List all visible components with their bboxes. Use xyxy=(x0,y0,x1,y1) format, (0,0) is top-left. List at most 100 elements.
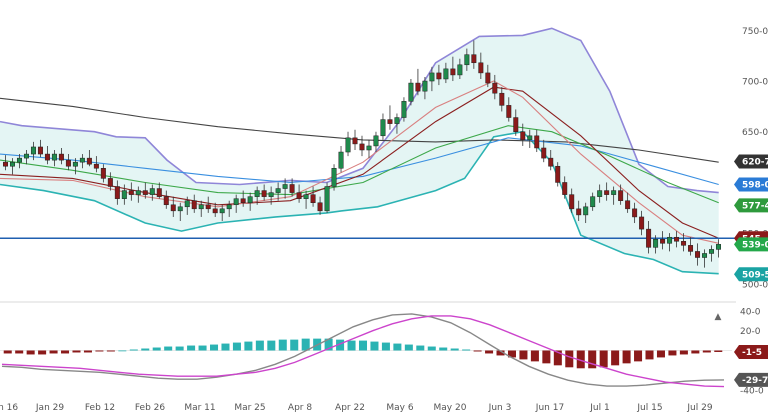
candle[interactable] xyxy=(9,158,15,175)
candle[interactable] xyxy=(464,48,470,71)
candle[interactable] xyxy=(688,237,694,256)
candle[interactable] xyxy=(121,184,127,205)
candle[interactable] xyxy=(359,135,365,157)
candle[interactable] xyxy=(184,196,190,215)
candle[interactable] xyxy=(72,158,78,175)
candle[interactable] xyxy=(429,66,435,92)
candle[interactable] xyxy=(254,186,260,205)
candle[interactable] xyxy=(331,164,337,191)
candle[interactable] xyxy=(317,196,323,215)
candle[interactable] xyxy=(205,196,211,213)
candle[interactable] xyxy=(261,184,267,201)
candle[interactable] xyxy=(37,139,43,158)
candle[interactable] xyxy=(590,192,596,211)
candle[interactable] xyxy=(534,129,540,153)
candle[interactable] xyxy=(275,182,281,201)
candle[interactable] xyxy=(289,178,295,197)
candle[interactable] xyxy=(506,97,512,122)
candle[interactable] xyxy=(373,131,379,153)
candle[interactable] xyxy=(212,202,218,217)
candle[interactable] xyxy=(576,200,582,221)
candle[interactable] xyxy=(310,186,316,207)
candle[interactable] xyxy=(513,109,519,136)
candle[interactable] xyxy=(394,113,400,134)
candle[interactable] xyxy=(16,154,22,169)
candle[interactable] xyxy=(632,202,638,224)
candle[interactable] xyxy=(114,180,120,205)
candle[interactable] xyxy=(79,154,85,169)
candle[interactable] xyxy=(625,192,631,213)
candle[interactable] xyxy=(296,184,302,203)
candle[interactable] xyxy=(408,79,414,106)
candle[interactable] xyxy=(226,200,232,217)
candle[interactable] xyxy=(198,200,204,217)
candle[interactable] xyxy=(58,147,64,165)
macd-panel[interactable]: 40-0 20-0 -40-0 -1-5 -29-7 xyxy=(0,307,768,397)
candle[interactable] xyxy=(338,145,344,173)
candle[interactable] xyxy=(219,204,225,221)
candle[interactable] xyxy=(527,129,533,148)
candle[interactable] xyxy=(44,145,50,165)
candle[interactable] xyxy=(65,154,71,171)
candle[interactable] xyxy=(471,40,477,69)
candle[interactable] xyxy=(716,239,721,258)
candle[interactable] xyxy=(366,139,372,159)
candle[interactable] xyxy=(485,64,491,88)
candle[interactable] xyxy=(149,184,155,201)
candle[interactable] xyxy=(233,194,239,213)
candle[interactable] xyxy=(170,196,176,217)
candle[interactable] xyxy=(324,182,330,213)
candle[interactable] xyxy=(422,76,428,100)
candle[interactable] xyxy=(681,233,687,252)
candle[interactable] xyxy=(492,74,498,100)
candle[interactable] xyxy=(695,243,701,266)
candle[interactable] xyxy=(100,164,106,183)
candle[interactable] xyxy=(23,150,29,165)
candle[interactable] xyxy=(380,113,386,140)
candle[interactable] xyxy=(401,97,407,122)
candle[interactable] xyxy=(450,56,456,82)
main-price-panel[interactable]: 750-0700-0650-0600-0550-0500-0620-7598-0… xyxy=(0,27,768,291)
candle[interactable] xyxy=(618,184,624,205)
candle[interactable] xyxy=(107,172,113,191)
candle[interactable] xyxy=(702,249,708,268)
candle[interactable] xyxy=(646,221,652,254)
candle[interactable] xyxy=(709,245,715,262)
candle[interactable] xyxy=(667,233,673,252)
candle[interactable] xyxy=(478,52,484,79)
candle[interactable] xyxy=(555,162,561,187)
candle[interactable] xyxy=(240,190,246,207)
candle[interactable] xyxy=(163,190,169,209)
candle[interactable] xyxy=(436,64,442,86)
candle[interactable] xyxy=(457,58,463,79)
candle[interactable] xyxy=(3,155,8,171)
candle[interactable] xyxy=(93,156,99,173)
candle[interactable] xyxy=(282,178,288,199)
candle[interactable] xyxy=(611,186,617,205)
candle[interactable] xyxy=(583,202,589,224)
candle[interactable] xyxy=(499,87,505,112)
candle[interactable] xyxy=(86,150,92,167)
candle[interactable] xyxy=(597,184,603,203)
candle[interactable] xyxy=(674,231,680,248)
candle[interactable] xyxy=(191,194,197,213)
candle[interactable] xyxy=(142,182,148,199)
candle[interactable] xyxy=(135,186,141,203)
candle[interactable] xyxy=(548,150,554,171)
candle[interactable] xyxy=(569,188,575,213)
candle[interactable] xyxy=(247,192,253,211)
candle[interactable] xyxy=(51,150,57,167)
candle[interactable] xyxy=(541,139,547,163)
candle[interactable] xyxy=(387,105,393,130)
candle[interactable] xyxy=(128,182,134,201)
candle[interactable] xyxy=(520,123,526,146)
candle[interactable] xyxy=(345,131,351,157)
candle[interactable] xyxy=(415,68,421,96)
candle[interactable] xyxy=(30,141,36,161)
candle[interactable] xyxy=(639,210,645,236)
collapse-panel-button[interactable]: ▲ xyxy=(715,312,722,322)
candle[interactable] xyxy=(352,129,358,150)
candle[interactable] xyxy=(562,176,568,199)
candle[interactable] xyxy=(604,182,610,201)
candle[interactable] xyxy=(660,231,666,250)
